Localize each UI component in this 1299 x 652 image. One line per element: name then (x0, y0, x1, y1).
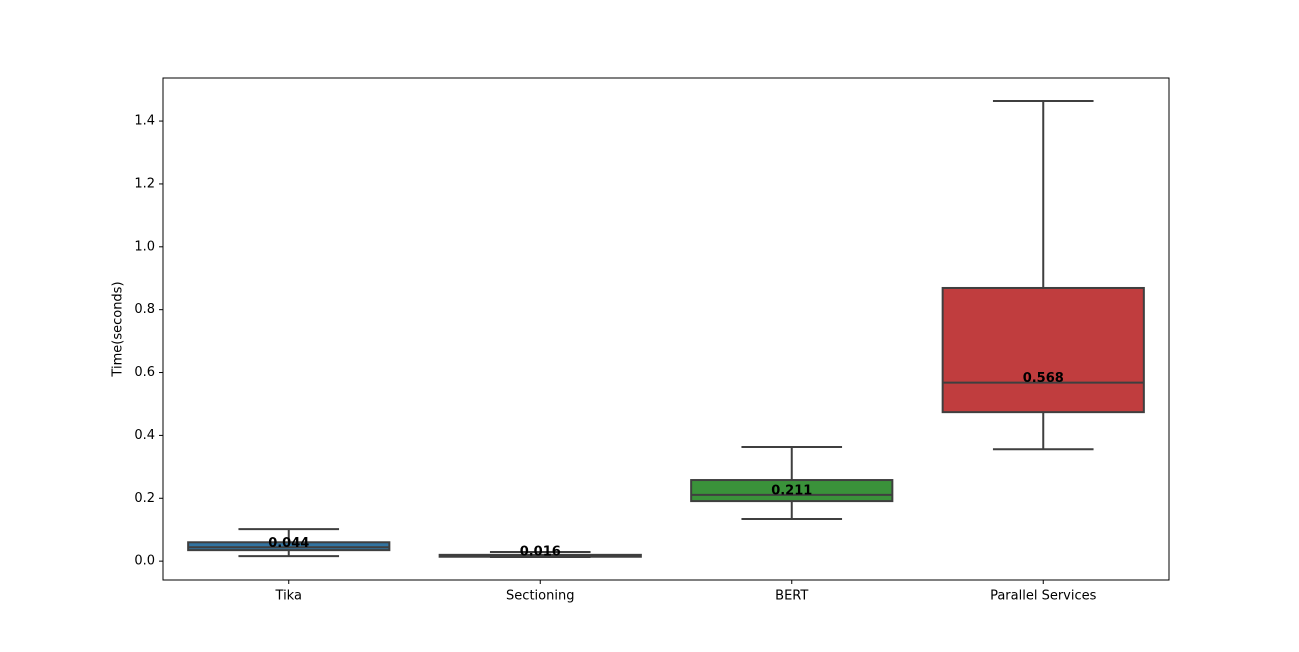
box (187, 541, 391, 552)
box (690, 479, 894, 503)
y-tick-label: 0.4 (134, 428, 155, 443)
median-label: 0.568 (1023, 371, 1064, 386)
y-tick-label: 0.8 (134, 302, 155, 317)
y-tick-label: 0.0 (134, 554, 155, 569)
x-tick-label: Sectioning (506, 589, 574, 604)
median-label: 0.211 (771, 483, 812, 498)
y-tick-label: 0.6 (134, 365, 155, 380)
y-tick-label: 1.2 (134, 176, 155, 191)
x-tick-label: Parallel Services (990, 589, 1097, 604)
median-label: 0.044 (268, 536, 309, 551)
y-axis-label: Time(seconds) (111, 281, 126, 377)
box (941, 286, 1145, 414)
plot-frame (162, 77, 1170, 581)
y-tick-label: 0.2 (134, 491, 155, 506)
x-tick-label: BERT (775, 589, 808, 604)
median-label: 0.016 (520, 545, 561, 560)
x-tick-label: Tika (275, 589, 302, 604)
y-tick-label: 1.0 (134, 239, 155, 254)
y-tick-label: 1.4 (134, 114, 155, 129)
